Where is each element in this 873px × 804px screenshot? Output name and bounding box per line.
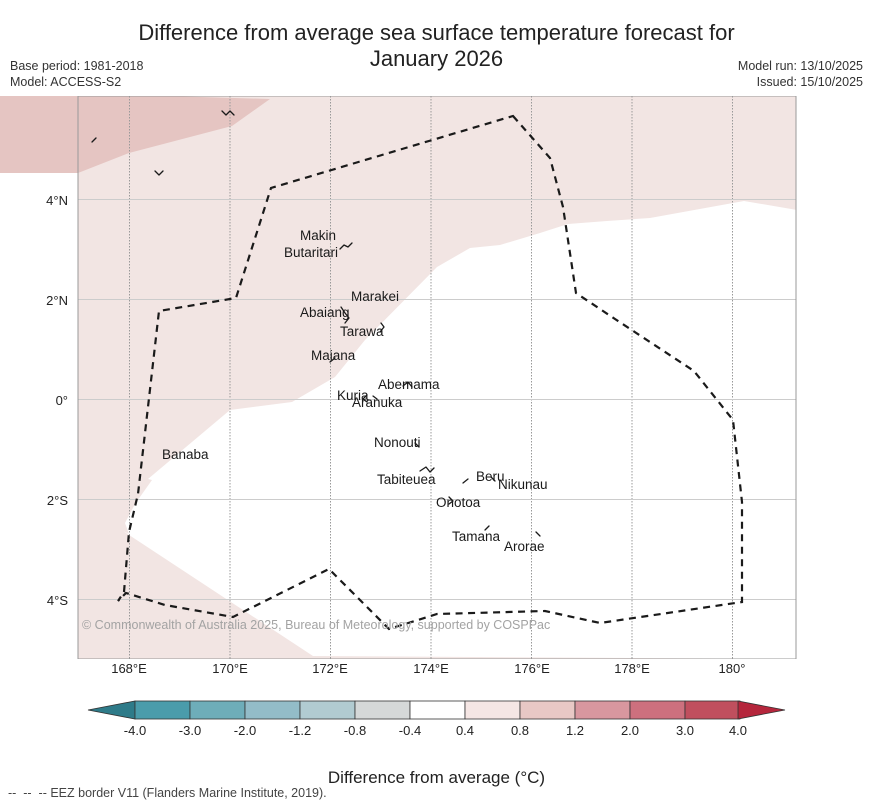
svg-text:Banaba: Banaba — [162, 447, 209, 462]
svg-text:0.8: 0.8 — [511, 723, 529, 738]
svg-text:-2.0: -2.0 — [234, 723, 256, 738]
svg-text:-1.2: -1.2 — [289, 723, 311, 738]
svg-text:-0.8: -0.8 — [344, 723, 366, 738]
svg-text:-0.4: -0.4 — [399, 723, 421, 738]
svg-text:2.0: 2.0 — [621, 723, 639, 738]
svg-text:Tarawa: Tarawa — [340, 324, 384, 339]
svg-text:Nikunau: Nikunau — [498, 477, 548, 492]
svg-text:Tabiteuea: Tabiteuea — [377, 472, 436, 487]
svg-text:Marakei: Marakei — [351, 289, 399, 304]
svg-text:-3.0: -3.0 — [179, 723, 201, 738]
svg-text:Abaiang: Abaiang — [300, 305, 350, 320]
svg-text:Butaritari: Butaritari — [284, 245, 338, 260]
svg-text:Onotoa: Onotoa — [436, 495, 481, 510]
svg-text:Nonouti: Nonouti — [374, 435, 421, 450]
svg-text:Tamana: Tamana — [452, 529, 501, 544]
svg-text:0.4: 0.4 — [456, 723, 474, 738]
svg-text:Aranuka: Aranuka — [352, 395, 403, 410]
svg-text:Makin: Makin — [300, 228, 336, 243]
svg-text:Arorae: Arorae — [504, 539, 545, 554]
svg-text:3.0: 3.0 — [676, 723, 694, 738]
svg-text:Maiana: Maiana — [311, 348, 356, 363]
svg-text:Abemama: Abemama — [378, 377, 440, 392]
svg-text:4.0: 4.0 — [729, 723, 747, 738]
svg-text:1.2: 1.2 — [566, 723, 584, 738]
svg-text:-4.0: -4.0 — [124, 723, 146, 738]
